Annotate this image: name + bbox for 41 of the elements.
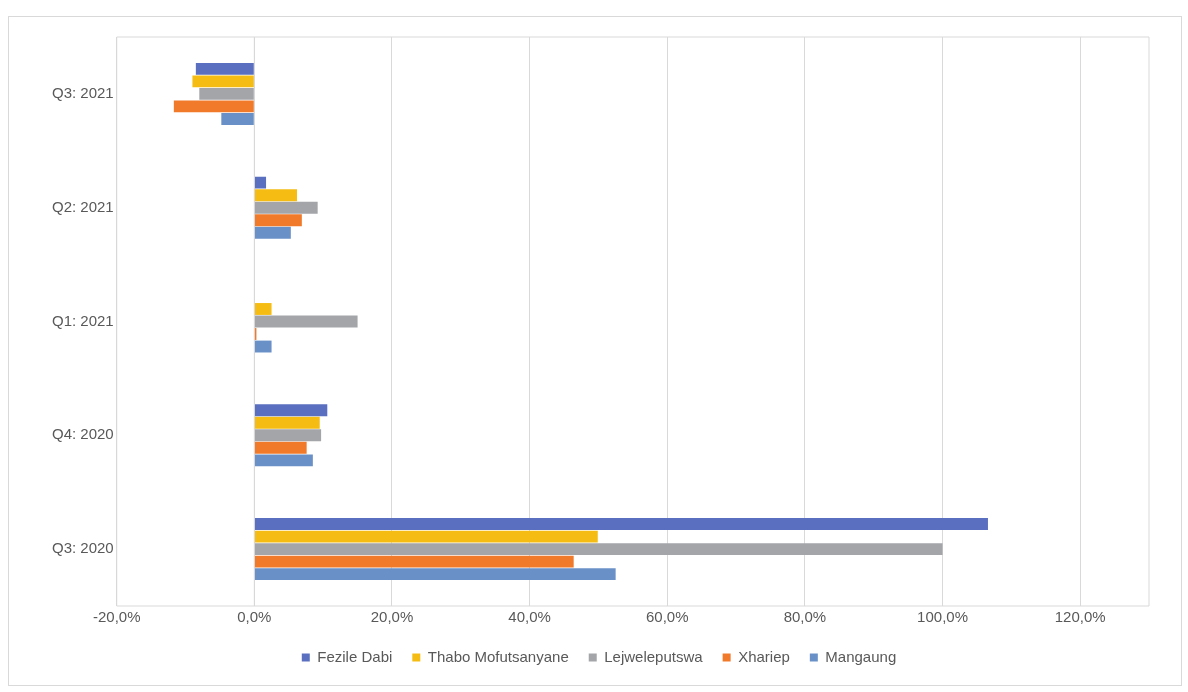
legend-label: Mangaung [825,647,897,665]
y-tick-label: Q2: 2021 [52,197,114,215]
bar [254,530,598,543]
bar [221,112,254,125]
bar [254,568,616,581]
bar [254,201,318,214]
bar [254,340,272,353]
bar [254,416,320,429]
x-tick-label: 40,0% [508,608,551,626]
bar [195,62,254,75]
bar [254,543,943,556]
y-tick-label: Q1: 2021 [52,311,114,329]
bar [254,429,322,442]
bar [254,303,272,315]
x-tick-label: 80,0% [783,608,827,626]
y-tick-label: Q4: 2020 [52,425,114,443]
bar [254,404,328,417]
x-tick-label: -20,0% [92,608,141,626]
x-tick-label: 20,0% [370,608,414,626]
x-tick-label: 60,0% [645,608,689,626]
bar [192,75,254,88]
bar [254,189,298,202]
x-tick-label: 0,0% [237,608,272,626]
x-tick-label: 120,0% [1054,608,1106,626]
y-tick-label: Q3: 2021 [52,84,114,102]
bar [254,214,302,227]
y-tick-label: Q3: 2020 [52,539,114,557]
bar [254,176,267,189]
legend-label: Fezile Dabi [317,647,393,665]
bar [254,315,358,328]
bar [254,518,988,531]
bar [199,87,254,100]
bar [254,454,313,467]
bar [254,226,291,239]
legend-label: Xhariep [738,647,790,665]
bar [254,441,307,454]
bar [254,555,574,568]
x-tick-label: 100,0% [917,608,968,626]
bar [173,100,254,113]
legend-label: Lejweleputswa [604,647,704,665]
legend-label: Thabo Mofutsanyane [427,647,569,665]
